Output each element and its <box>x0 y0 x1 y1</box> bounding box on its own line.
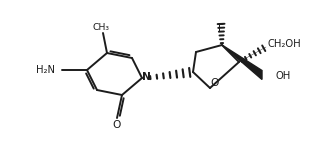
Text: O: O <box>211 78 219 88</box>
Text: O: O <box>113 120 121 130</box>
Text: CH₃: CH₃ <box>92 22 110 32</box>
Text: H₂N: H₂N <box>36 65 55 75</box>
Polygon shape <box>222 45 262 80</box>
Text: N: N <box>142 72 150 82</box>
Text: F: F <box>218 24 224 34</box>
Text: CH₂OH: CH₂OH <box>267 39 301 49</box>
Text: OH: OH <box>276 71 291 81</box>
